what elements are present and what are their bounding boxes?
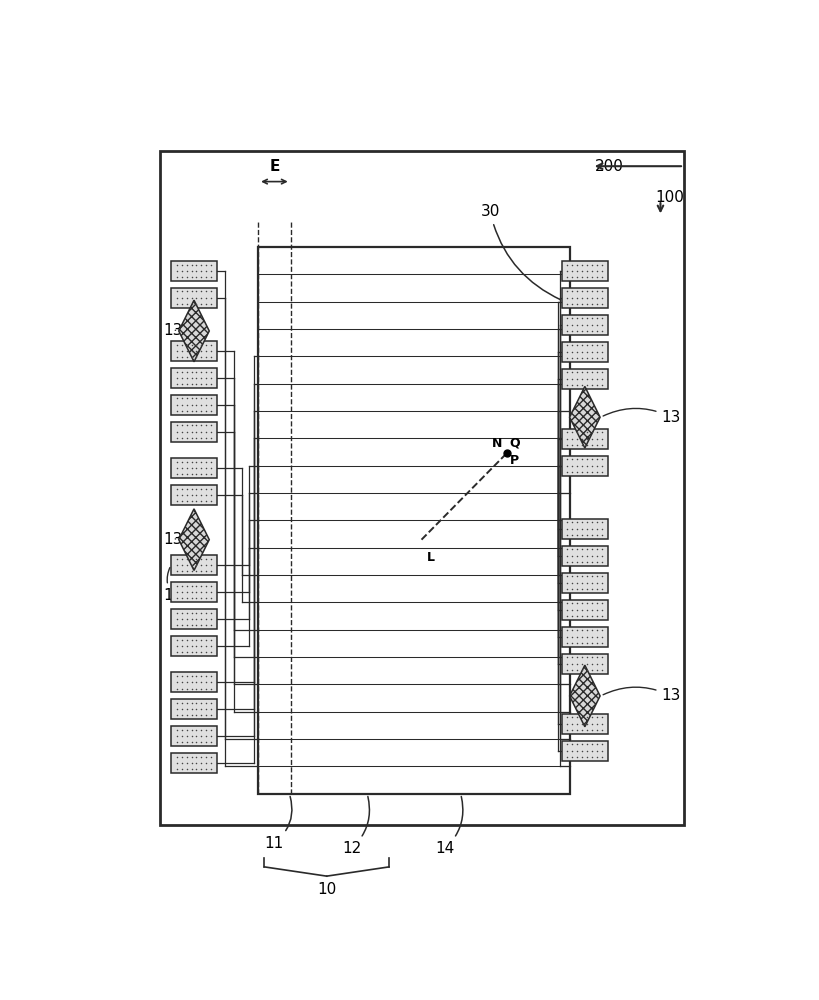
Text: L: L — [426, 551, 434, 564]
Polygon shape — [569, 386, 600, 448]
Bar — [171, 261, 216, 281]
Bar — [171, 485, 216, 505]
Text: 14: 14 — [435, 796, 462, 856]
Text: N: N — [491, 437, 501, 450]
Polygon shape — [569, 665, 600, 727]
Text: 12: 12 — [342, 796, 369, 856]
Bar — [171, 368, 216, 388]
Bar — [561, 261, 607, 281]
Text: 200: 200 — [595, 159, 623, 174]
Text: Q: Q — [509, 437, 520, 450]
Bar — [561, 456, 607, 476]
Text: E: E — [269, 159, 279, 174]
Bar — [561, 714, 607, 734]
Bar — [561, 573, 607, 593]
Bar — [171, 699, 216, 719]
Bar — [561, 369, 607, 389]
Bar — [171, 582, 216, 602]
Bar — [171, 636, 216, 656]
Bar — [171, 288, 216, 308]
Text: 15: 15 — [163, 568, 182, 603]
Bar — [561, 342, 607, 362]
Text: 30: 30 — [480, 204, 560, 300]
Bar — [561, 741, 607, 761]
Bar — [561, 627, 607, 647]
Text: 10: 10 — [317, 882, 336, 897]
Text: 11: 11 — [264, 796, 292, 851]
Bar — [171, 422, 216, 442]
Bar — [561, 519, 607, 539]
Text: 100: 100 — [654, 190, 683, 205]
Bar — [171, 672, 216, 692]
Bar — [160, 151, 683, 825]
Bar — [171, 609, 216, 629]
Text: 13: 13 — [602, 687, 680, 703]
Bar — [561, 429, 607, 449]
Bar — [171, 341, 216, 361]
Text: 13: 13 — [163, 532, 182, 547]
Bar — [561, 288, 607, 308]
Bar — [171, 555, 216, 575]
Bar — [561, 315, 607, 335]
Polygon shape — [179, 300, 209, 362]
Bar — [561, 600, 607, 620]
Bar — [258, 247, 569, 794]
Text: 13: 13 — [602, 408, 680, 425]
Text: P: P — [509, 454, 518, 467]
Bar — [561, 654, 607, 674]
Bar — [171, 753, 216, 773]
Bar — [171, 458, 216, 478]
Bar — [171, 726, 216, 746]
Bar — [561, 546, 607, 566]
Polygon shape — [179, 509, 209, 570]
Text: 13: 13 — [163, 323, 182, 338]
Bar — [171, 395, 216, 415]
